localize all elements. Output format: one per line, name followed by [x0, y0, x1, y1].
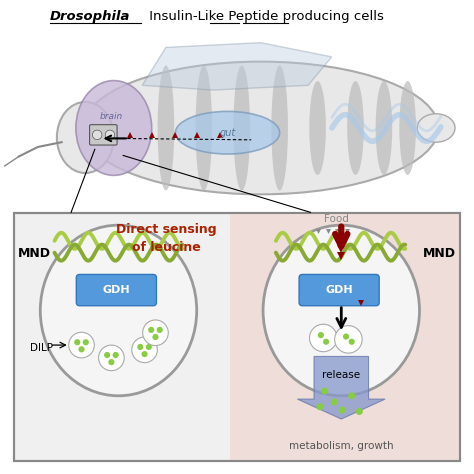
FancyBboxPatch shape	[90, 125, 117, 145]
FancyBboxPatch shape	[14, 213, 460, 461]
Text: Drosophila: Drosophila	[50, 10, 130, 23]
Circle shape	[142, 351, 148, 357]
Text: MND: MND	[423, 247, 456, 260]
Circle shape	[69, 332, 94, 358]
Text: release: release	[322, 370, 360, 381]
Ellipse shape	[309, 81, 326, 175]
FancyBboxPatch shape	[230, 213, 460, 461]
Text: brain: brain	[100, 112, 123, 120]
Text: gut: gut	[219, 128, 236, 138]
Circle shape	[74, 339, 80, 345]
Text: DILP: DILP	[30, 343, 53, 354]
Ellipse shape	[375, 81, 392, 175]
Text: of leucine: of leucine	[131, 241, 201, 254]
Circle shape	[323, 338, 329, 345]
Circle shape	[348, 338, 355, 345]
Text: Food: Food	[324, 214, 349, 224]
Ellipse shape	[57, 102, 114, 173]
Ellipse shape	[40, 225, 197, 396]
Circle shape	[143, 320, 168, 346]
Ellipse shape	[83, 62, 438, 194]
Circle shape	[348, 392, 356, 399]
Circle shape	[335, 326, 362, 353]
FancyArrow shape	[298, 356, 385, 419]
Circle shape	[356, 408, 363, 415]
Ellipse shape	[175, 111, 280, 154]
Ellipse shape	[233, 65, 250, 191]
Circle shape	[318, 332, 324, 338]
Circle shape	[108, 359, 115, 365]
Circle shape	[156, 327, 163, 333]
Ellipse shape	[196, 65, 212, 191]
Circle shape	[153, 334, 158, 340]
Ellipse shape	[347, 81, 364, 175]
Circle shape	[78, 346, 84, 353]
FancyBboxPatch shape	[299, 274, 379, 306]
Circle shape	[310, 324, 337, 352]
Circle shape	[316, 403, 324, 410]
Text: metabolism, growth: metabolism, growth	[289, 440, 393, 451]
Circle shape	[146, 344, 152, 350]
Circle shape	[92, 130, 102, 139]
Circle shape	[148, 327, 155, 333]
Polygon shape	[142, 43, 332, 90]
Text: GDH: GDH	[102, 285, 130, 295]
Ellipse shape	[76, 81, 152, 175]
Circle shape	[132, 337, 157, 363]
Text: MND: MND	[18, 247, 51, 260]
Ellipse shape	[271, 65, 288, 191]
Text: Direct sensing: Direct sensing	[116, 223, 216, 237]
Circle shape	[338, 406, 346, 413]
FancyBboxPatch shape	[76, 274, 156, 306]
Ellipse shape	[158, 65, 174, 191]
Circle shape	[99, 345, 124, 371]
Circle shape	[343, 334, 349, 339]
Text: Insulin-Like Peptide producing cells: Insulin-Like Peptide producing cells	[145, 10, 383, 23]
Circle shape	[331, 398, 337, 406]
Ellipse shape	[417, 114, 455, 142]
Circle shape	[112, 352, 118, 358]
Circle shape	[105, 130, 115, 139]
Circle shape	[137, 344, 143, 350]
Ellipse shape	[399, 81, 416, 175]
Ellipse shape	[263, 225, 419, 396]
Circle shape	[104, 352, 110, 358]
Text: GDH: GDH	[325, 285, 353, 295]
Circle shape	[321, 388, 328, 394]
Circle shape	[83, 339, 89, 345]
